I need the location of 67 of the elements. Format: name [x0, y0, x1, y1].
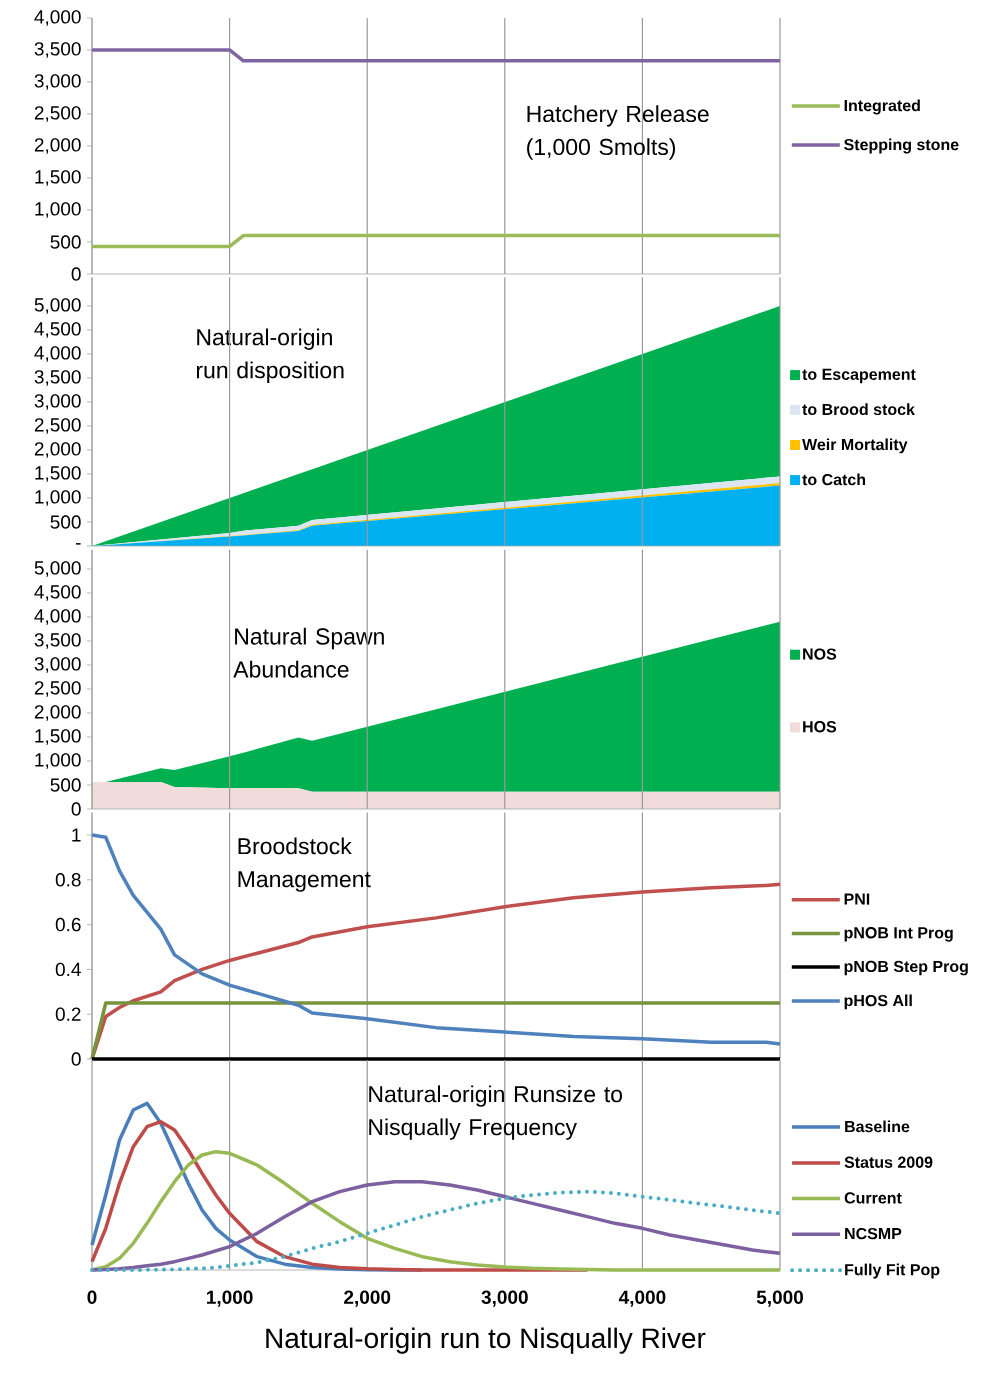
x-tick-label: 0	[87, 1290, 97, 1304]
y-tick-label: 1	[72, 828, 81, 842]
x-tick-label: 3,000	[481, 1290, 528, 1307]
x-tick-label: 2,000	[344, 1290, 391, 1307]
x-tick-label: 1,000	[207, 1290, 253, 1307]
y-tick-label: 5,000	[34, 561, 81, 577]
legend-label: pNOB Step Prog	[844, 960, 968, 976]
legend-label: HOS	[803, 721, 837, 733]
x-tick-label: 4,000	[618, 1290, 666, 1307]
y-tick-label: 2,000	[34, 442, 81, 458]
y-tick-label: 0.4	[55, 962, 81, 977]
legend-label: to Brood stock	[802, 403, 915, 416]
legend-label: Fully Fit Pop	[845, 1263, 940, 1279]
y-tick-label: 2,000	[34, 138, 81, 154]
y-tick-label: 2,500	[34, 106, 81, 122]
y-tick-label: 4,500	[34, 322, 81, 338]
legend-label: Integrated	[844, 99, 920, 115]
legend-label: to Escapement	[802, 368, 916, 384]
y-tick-label: 0.2	[55, 1007, 81, 1021]
legend-label: Status 2009	[844, 1156, 933, 1168]
text: Natural-origin run disposition	[196, 328, 344, 383]
legend-label: Baseline	[845, 1120, 910, 1133]
y-tick-label: 1,500	[35, 729, 81, 745]
y-tick-label: 0	[71, 1052, 81, 1066]
y-tick-label: 3,500	[34, 633, 81, 649]
y-tick-label: 0	[71, 802, 81, 816]
y-tick-label: -	[75, 543, 81, 545]
x-axis-title: Natural-origin run to Nisqually River	[266, 1327, 706, 1354]
y-tick-label: 2,000	[34, 705, 81, 721]
legend-label: PNI	[844, 893, 870, 905]
y-tick-label: 3,000	[34, 394, 81, 410]
y-tick-label: 3,500	[34, 370, 81, 386]
y-tick-label: 1,500	[35, 170, 81, 186]
y-tick-label: 0.8	[55, 873, 81, 887]
y-tick-label: 3,500	[34, 42, 81, 58]
y-tick-label: 3,000	[34, 657, 81, 673]
y-tick-label: 5,000	[34, 298, 81, 314]
text: Hatchery Release (1,000 Smolts)	[527, 105, 709, 160]
legend-label: pNOB Int Prog	[844, 927, 953, 942]
y-tick-label: 4,000	[34, 609, 81, 625]
chart-title: Natural-origin Runsize to Nisqually Frequency	[369, 1085, 623, 1140]
y-tick-label: 500	[50, 515, 81, 529]
line-series	[90, 833, 782, 1046]
y-tick-label: 2,500	[34, 418, 81, 434]
legend-label: pHOS All	[844, 994, 912, 1010]
legend-label: NOS	[803, 648, 837, 660]
y-tick-label: 1,000	[35, 753, 81, 769]
text: Natural Spawn Abundance	[233, 627, 384, 678]
legend-label: Stepping stone	[844, 138, 959, 154]
y-tick-label: 1,000	[35, 202, 81, 218]
legend-label: Weir Mortality	[802, 438, 908, 454]
y-tick-label: 3,000	[34, 74, 81, 90]
y-tick-label: 500	[50, 235, 81, 249]
y-tick-label: 0.6	[55, 917, 81, 932]
y-tick-label: 2,500	[34, 681, 81, 697]
y-tick-label: 1,500	[35, 466, 81, 482]
legend-label: NCSMP	[845, 1227, 902, 1240]
legend-label: Current	[844, 1192, 902, 1204]
text: Broodstock Management	[238, 837, 371, 892]
y-tick-label: 4,000	[34, 10, 81, 26]
y-tick-label: 4,000	[34, 346, 81, 362]
y-tick-label: 4,500	[34, 585, 81, 601]
x-tick-label: 5,000	[756, 1290, 803, 1307]
y-tick-label: 1,000	[35, 490, 81, 506]
y-tick-label: 500	[50, 778, 81, 792]
legend-label: to Catch	[802, 473, 866, 486]
y-tick-label: 0	[71, 267, 81, 281]
